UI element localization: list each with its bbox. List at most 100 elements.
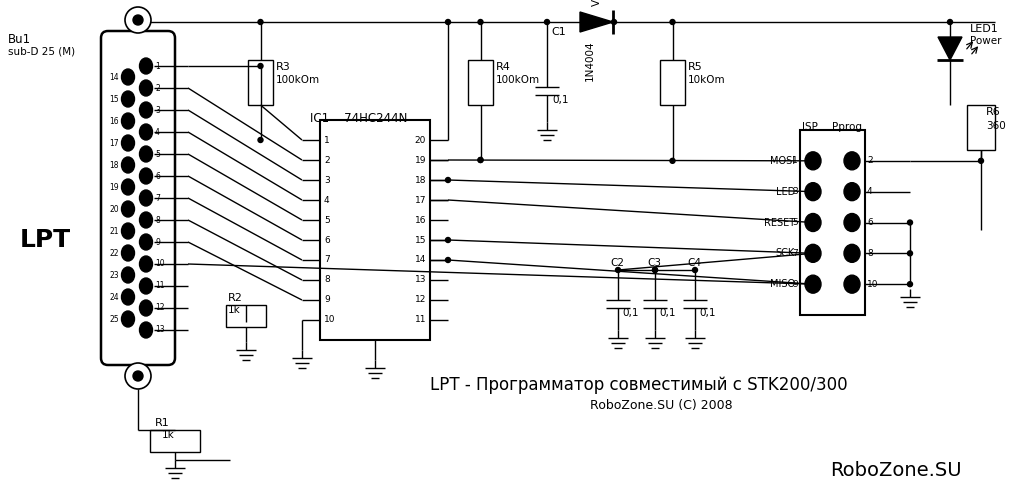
Text: ISP: ISP [802,122,817,132]
Text: RoboZone.SU (C) 2008: RoboZone.SU (C) 2008 [589,398,732,411]
Ellipse shape [140,146,152,162]
Text: 0,1: 0,1 [699,308,716,318]
Circle shape [258,20,263,25]
Ellipse shape [121,289,135,305]
Ellipse shape [140,256,152,272]
Text: 19: 19 [415,155,426,164]
Text: C2: C2 [610,258,624,268]
Text: C3: C3 [647,258,661,268]
Text: 8: 8 [155,215,160,224]
Text: 9: 9 [324,296,330,305]
Polygon shape [938,37,962,60]
Text: 5: 5 [792,218,798,227]
Text: 13: 13 [155,326,164,335]
Text: R5: R5 [688,62,702,72]
Text: 12: 12 [415,296,426,305]
Text: MOSI: MOSI [770,156,795,166]
Text: 20: 20 [109,204,119,213]
Text: 9: 9 [155,237,160,246]
Ellipse shape [121,311,135,327]
Text: LED1: LED1 [969,24,998,34]
Text: 19: 19 [109,182,119,191]
Text: 15: 15 [415,235,426,244]
Text: 4: 4 [324,195,330,204]
Text: 10: 10 [867,280,878,289]
Text: 15: 15 [109,95,119,104]
Ellipse shape [140,300,152,316]
Circle shape [544,20,549,25]
Text: 0,1: 0,1 [551,95,569,105]
Circle shape [615,268,620,273]
Ellipse shape [140,322,152,338]
Text: 12: 12 [155,304,164,313]
Ellipse shape [121,157,135,173]
Text: 21: 21 [110,226,119,235]
Text: 7: 7 [792,249,798,258]
Ellipse shape [121,135,135,151]
Text: 7: 7 [155,193,160,202]
Circle shape [908,282,913,287]
Text: R6: R6 [986,107,1000,117]
Text: 6: 6 [155,171,160,180]
Ellipse shape [140,80,152,96]
Bar [150,430,200,452]
Ellipse shape [844,183,860,201]
Circle shape [446,177,451,182]
Text: 4: 4 [867,187,873,196]
Text: 14: 14 [415,256,426,265]
Text: 10: 10 [155,260,164,269]
Text: 100kOm: 100kOm [496,75,540,85]
Text: 0,1: 0,1 [659,308,676,318]
Text: 3: 3 [155,106,160,115]
Circle shape [134,371,143,381]
Bar [800,130,865,315]
Text: R1: R1 [155,418,169,428]
Text: 4: 4 [155,127,160,136]
Circle shape [478,20,483,25]
Circle shape [446,20,451,25]
Text: 11: 11 [155,282,164,291]
Bar [468,60,493,105]
Circle shape [478,157,483,162]
Text: 1k: 1k [161,430,175,440]
Text: 2: 2 [867,156,873,165]
Text: 3: 3 [792,187,798,196]
Text: 360: 360 [986,121,1005,131]
Text: 10kOm: 10kOm [688,75,726,85]
Polygon shape [580,12,613,32]
Text: 6: 6 [324,235,330,244]
Text: 3: 3 [324,175,330,184]
Text: 20: 20 [415,135,426,144]
Text: IC1    74HC244N: IC1 74HC244N [310,112,408,125]
Text: 22: 22 [110,248,119,258]
Ellipse shape [140,278,152,294]
Bar [320,120,430,340]
Text: 1: 1 [324,135,330,144]
Text: 9: 9 [792,280,798,289]
Text: RoboZone.SU: RoboZone.SU [830,460,961,479]
Text: 1N4004: 1N4004 [585,40,595,81]
Text: Pprog: Pprog [832,122,862,132]
Circle shape [670,158,675,163]
Text: 1k: 1k [228,305,240,315]
Text: 5: 5 [155,149,160,158]
Circle shape [652,268,657,273]
Text: sub-D 25 (M): sub-D 25 (M) [8,46,75,56]
Text: 14: 14 [109,73,119,82]
Text: 8: 8 [324,276,330,285]
Text: Bu1: Bu1 [8,33,31,46]
Ellipse shape [805,275,821,293]
Circle shape [908,251,913,256]
Text: 25: 25 [109,315,119,324]
Text: 18: 18 [110,160,119,169]
Circle shape [670,20,675,25]
Circle shape [125,363,151,389]
Circle shape [258,64,263,69]
Ellipse shape [121,223,135,239]
Ellipse shape [140,58,152,74]
Text: 100kOm: 100kOm [276,75,320,85]
Text: 17: 17 [109,138,119,147]
Ellipse shape [844,213,860,231]
Text: C4: C4 [687,258,701,268]
Text: 11: 11 [415,316,426,325]
